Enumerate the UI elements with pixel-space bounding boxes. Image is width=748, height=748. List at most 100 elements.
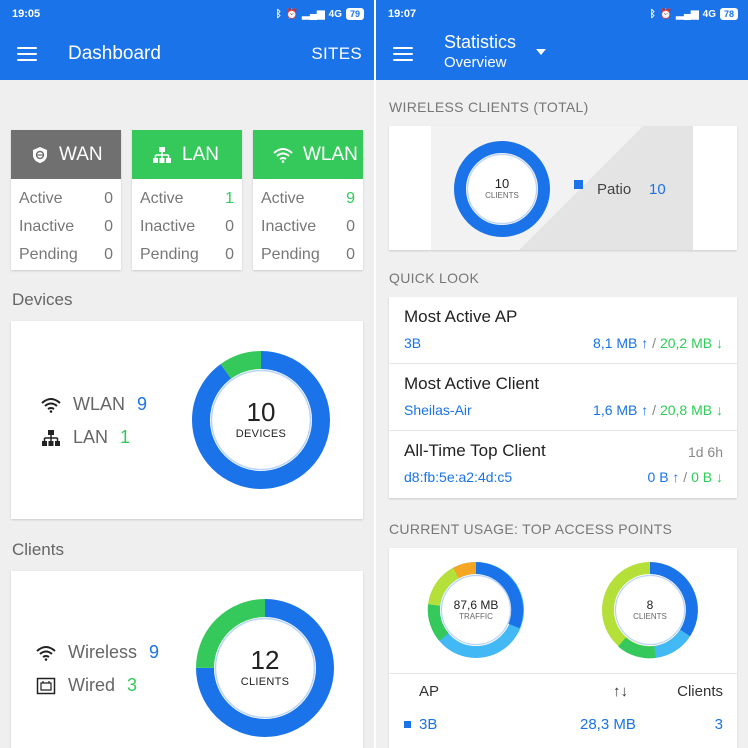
upload-value: 1,6 MB xyxy=(593,402,638,418)
status-bar: 19:05 ᛒ ⏰ ▂▄▆ 4G 79 xyxy=(0,0,374,28)
row-title: Most Active AP xyxy=(404,307,518,326)
counter-row: Inactive 0 xyxy=(19,213,113,241)
download-value: 20,2 MB xyxy=(659,335,713,351)
ap-clients-total: 8 xyxy=(646,598,654,612)
arrow-up-icon: ↑ xyxy=(637,335,649,351)
row-label: Active xyxy=(140,190,184,207)
counter-title: LAN xyxy=(182,143,219,165)
devices-total: 10 xyxy=(246,397,276,427)
menu-icon[interactable] xyxy=(393,47,413,61)
bluetooth-icon: ᛒ xyxy=(649,8,656,20)
dashboard-screen: 19:05 ᛒ ⏰ ▂▄▆ 4G 79 Dashboard SITES WAN … xyxy=(0,0,374,748)
row-label: Inactive xyxy=(19,218,75,235)
clients-center: 12 CLIENTS xyxy=(195,645,335,688)
wireless-clients-card[interactable]: 10 CLIENTS Patio 10 xyxy=(389,126,737,250)
counter-title: WAN xyxy=(59,143,103,165)
counter-wlan[interactable]: WLAN Active 9 Inactive 0 Pending 0 xyxy=(253,130,363,270)
devices-card[interactable]: WLAN 9 LAN 1 10 DEVICES xyxy=(11,321,363,519)
row-label: Inactive xyxy=(140,218,196,235)
traffic-donut-chart xyxy=(427,561,524,658)
legend-value: 10 xyxy=(649,181,666,198)
counter-row: Pending 0 xyxy=(140,241,234,269)
arrow-up-icon: ↑ xyxy=(668,469,680,485)
alarm-icon: ⏰ xyxy=(285,8,299,20)
row-traffic: 0 B ↑ / 0 B ↓ xyxy=(647,469,723,485)
traffic-center: 87,6 MB TRAFFIC xyxy=(426,598,526,621)
devices-label: Devices xyxy=(12,290,73,309)
wireless-total: 10 xyxy=(494,176,510,191)
divider xyxy=(389,673,737,674)
arrow-down-icon: ↓ xyxy=(712,335,723,351)
download-value: 20,8 MB xyxy=(659,402,713,418)
status-time: 19:05 xyxy=(12,8,41,20)
column-clients[interactable]: Clients xyxy=(677,683,723,700)
status-bar: 19:07 ᛒ ⏰ ▂▄▆ 4G 78 xyxy=(376,0,748,28)
row-value: 0 xyxy=(104,246,113,263)
row-value: 0 xyxy=(346,246,355,263)
legend-wlan: WLAN 9 xyxy=(41,394,147,415)
network-tree-icon xyxy=(42,429,60,446)
counter-row: Active 0 xyxy=(19,185,113,213)
quick-look-row[interactable]: Most Active Client Sheilas-Air 1,6 MB ↑ … xyxy=(389,364,737,431)
counter-title: WLAN xyxy=(303,143,358,165)
column-ap[interactable]: AP xyxy=(419,683,440,700)
row-value: 0 xyxy=(346,218,355,235)
page-subtitle: Overview xyxy=(444,53,507,71)
legend-label: WLAN xyxy=(73,394,126,414)
dropdown-caret-icon[interactable] xyxy=(536,49,546,55)
status-icons: ᛒ ⏰ ▂▄▆ 4G 78 xyxy=(650,8,738,20)
legend-value: 1 xyxy=(120,427,131,447)
battery-icon: 79 xyxy=(345,8,364,20)
counter-row: Active 1 xyxy=(140,185,234,213)
wifi-icon xyxy=(36,645,56,661)
legend-wireless: Wireless 9 xyxy=(36,642,159,663)
counter-header: WLAN xyxy=(253,130,363,179)
quick-look-row[interactable]: All-Time Top Client 1d 6h d8:fb:5e:a2:4d… xyxy=(389,431,737,498)
counter-wan[interactable]: WAN Active 0 Inactive 0 Pending 0 xyxy=(11,130,121,270)
page-title: Statistics xyxy=(444,32,517,52)
signal-icon: ▂▄▆ xyxy=(676,8,699,20)
network-type: 4G xyxy=(328,8,342,20)
wireless-donut-chart xyxy=(454,141,550,237)
devices-unit: DEVICES xyxy=(235,428,287,440)
row-traffic: 1,6 MB ↑ / 20,8 MB ↓ xyxy=(593,402,723,418)
donut-hole xyxy=(214,617,316,719)
sites-button[interactable]: SITES xyxy=(311,44,362,63)
battery-icon: 78 xyxy=(719,8,738,20)
wireless-center: 10 CLIENTS xyxy=(452,176,552,200)
alarm-icon: ⏰ xyxy=(659,8,673,20)
row-subject[interactable]: 3B xyxy=(404,335,422,351)
table-row-ap[interactable]: 3B xyxy=(419,716,438,733)
row-subject[interactable]: d8:fb:5e:a2:4d:c5 xyxy=(404,469,513,485)
upload-value: 0 B xyxy=(647,469,669,485)
legend-value: 3 xyxy=(127,675,138,695)
donut-segment-lan xyxy=(192,351,330,489)
counter-lan[interactable]: LAN Active 1 Inactive 0 Pending 0 xyxy=(132,130,242,270)
counter-row: Pending 0 xyxy=(19,241,113,269)
row-value: 9 xyxy=(346,190,355,207)
wifi-icon xyxy=(273,147,293,163)
app-bar: Dashboard SITES xyxy=(0,28,374,80)
row-traffic: 8,1 MB ↑ / 20,2 MB ↓ xyxy=(593,335,723,351)
sort-icon[interactable]: ↑↓ xyxy=(613,683,628,700)
clients-card[interactable]: Wireless 9 Wired 3 12 CLIENTS xyxy=(11,571,363,748)
legend-value: 9 xyxy=(137,394,148,414)
statistics-screen: 19:07 ᛒ ⏰ ▂▄▆ 4G 78 Statistics Overview … xyxy=(374,0,748,748)
quick-look-card: Most Active AP 3B 8,1 MB ↑ / 20,2 MB ↓ M… xyxy=(389,297,737,498)
quick-look-label: QUICK LOOK xyxy=(389,270,480,286)
row-subject[interactable]: Sheilas-Air xyxy=(404,402,472,418)
quick-look-row[interactable]: Most Active AP 3B 8,1 MB ↑ / 20,2 MB ↓ xyxy=(389,297,737,364)
menu-icon[interactable] xyxy=(17,47,37,61)
row-value: 0 xyxy=(225,246,234,263)
row-label: Active xyxy=(261,190,305,207)
arrow-up-icon: ↑ xyxy=(637,402,649,418)
current-usage-card[interactable]: 87,6 MB TRAFFIC 8 CLIENTS AP ↑↓ Clients … xyxy=(389,548,737,748)
clients-unit: CLIENTS xyxy=(240,676,290,688)
row-age: 1d 6h xyxy=(687,444,723,460)
ap-clients-unit: CLIENTS xyxy=(633,612,667,621)
arrow-down-icon: ↓ xyxy=(712,469,723,485)
view-selector[interactable]: Statistics Overview xyxy=(444,32,516,72)
wireless-unit: CLIENTS xyxy=(485,191,519,200)
counter-header: WAN xyxy=(11,130,121,179)
row-label: Active xyxy=(19,190,63,207)
